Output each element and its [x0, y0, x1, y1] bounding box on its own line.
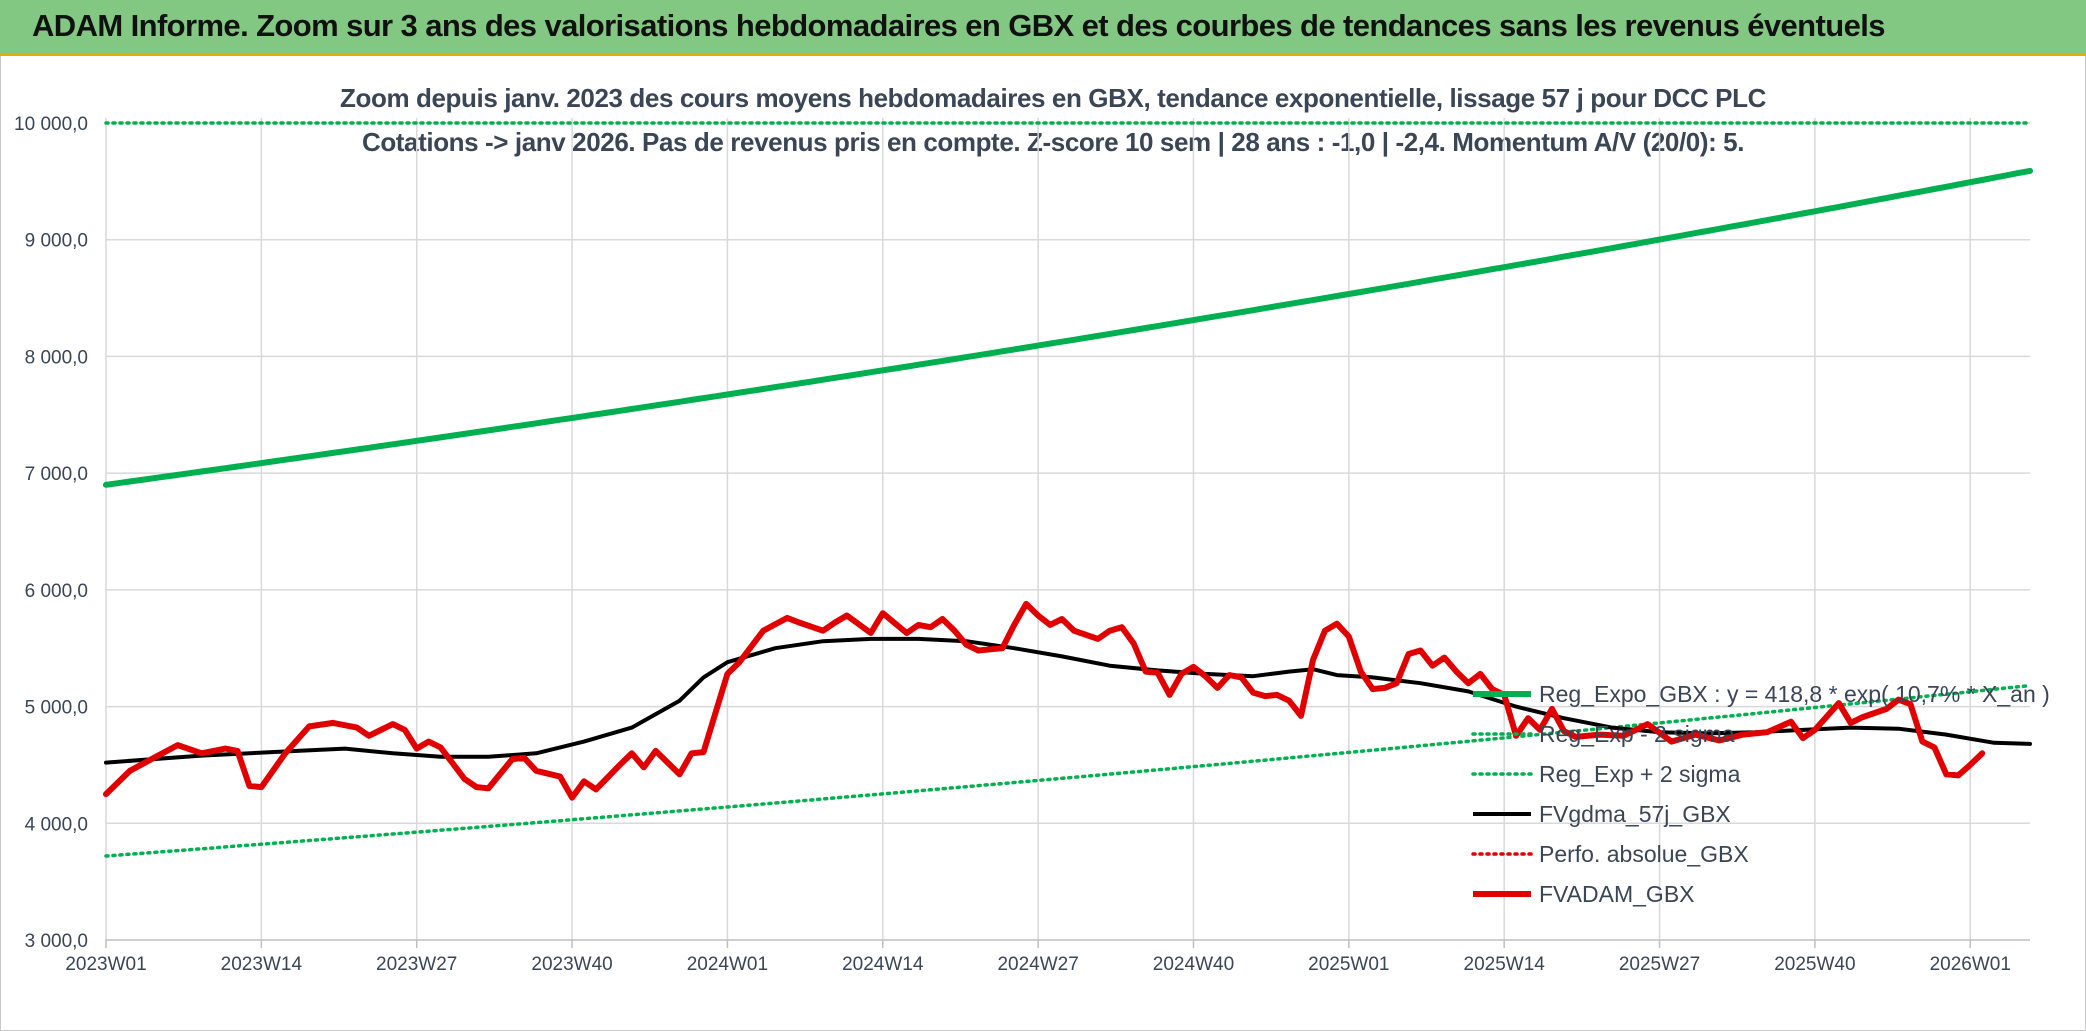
series-line-1 [104, 683, 2032, 858]
series-line-0 [103, 167, 2033, 488]
legend-label: FVADAM_GBX [1539, 881, 1695, 907]
chart-subtitle: Cotations -> janv 2026. Pas de revenus p… [361, 127, 1745, 157]
x-tick-label: 2025W14 [1464, 954, 1546, 975]
series-line-3 [104, 636, 2032, 765]
series-line-5 [103, 600, 1986, 801]
report-banner: ADAM Informe. Zoom sur 3 ans des valoris… [0, 0, 2086, 56]
legend-label: Perfo. absolue_GBX [1539, 841, 1749, 867]
legend-label: Reg_Exp + 2 sigma [1539, 761, 1741, 787]
x-tick-label: 2023W01 [65, 954, 146, 975]
chart-title: Zoom depuis janv. 2023 des cours moyens … [340, 83, 1766, 113]
report-title: ADAM Informe. Zoom sur 3 ans des valoris… [32, 8, 1885, 43]
x-tick-label: 2025W01 [1308, 954, 1389, 975]
x-tick-label: 2024W27 [997, 954, 1078, 975]
x-tick-label: 2025W27 [1619, 954, 1700, 975]
y-tick-label: 5 000,0 [25, 698, 88, 719]
y-tick-label: 10 000,0 [14, 114, 88, 135]
y-tick-label: 6 000,0 [25, 581, 88, 602]
legend-label: FVgdma_57j_GBX [1539, 801, 1731, 827]
y-tick-label: 9 000,0 [25, 231, 88, 252]
x-tick-label: 2023W40 [531, 954, 612, 975]
legend-label: Reg_Exp - 2 sigma [1539, 721, 1735, 747]
y-tick-label: 7 000,0 [25, 464, 88, 485]
y-tick-label: 3 000,0 [25, 931, 88, 952]
x-tick-label: 2023W14 [221, 954, 303, 975]
x-tick-label: 2024W14 [842, 954, 924, 975]
x-tick-label: 2023W27 [376, 954, 457, 975]
legend-label: Reg_Expo_GBX : y = 418,8 * exp( 10,7% * … [1539, 681, 2050, 707]
y-tick-label: 4 000,0 [25, 814, 88, 835]
x-tick-label: 2026W01 [1930, 954, 2011, 975]
y-tick-label: 8 000,0 [25, 347, 88, 368]
x-tick-label: 2024W01 [687, 954, 768, 975]
x-tick-label: 2024W40 [1153, 954, 1234, 975]
x-tick-label: 2025W40 [1774, 954, 1855, 975]
